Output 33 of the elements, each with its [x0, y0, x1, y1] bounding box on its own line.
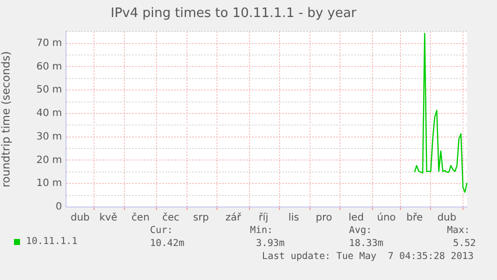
x-tick-label: úno: [377, 212, 396, 224]
x-tick-label: lis: [288, 212, 300, 224]
text: 5.52: [453, 238, 476, 250]
x-tick-label: led: [348, 212, 364, 224]
text: Cur:: [150, 225, 173, 236]
text: Avg:: [349, 225, 372, 236]
x-tick-label: zář: [226, 212, 242, 224]
text: Last update: Tue May 7 04:35:28 2013: [262, 251, 474, 262]
text: Max:: [447, 225, 470, 236]
x-tick-label: čen: [132, 212, 150, 224]
x-tick-label: pro: [316, 212, 332, 224]
text: 3.93m: [256, 238, 285, 250]
y-tick-label: 20 m: [36, 154, 62, 166]
text: 18.33m: [349, 238, 384, 250]
x-tick-label: dub: [437, 212, 456, 224]
y-axis-title: roundtrip time (seconds): [0, 51, 12, 188]
y-tick-label: 0: [56, 202, 62, 213]
x-tick-label: bře: [406, 212, 423, 224]
text: Min:: [250, 225, 273, 236]
chart-title: IPv4 ping times to 10.11.1.1 - by year: [110, 6, 358, 22]
y-tick-label: 60 m: [36, 61, 62, 72]
x-tick-label: dub: [70, 212, 90, 224]
y-tick-label: 40 m: [36, 108, 62, 120]
x-tick-label: říj: [258, 212, 268, 224]
y-tick-label: 10 m: [36, 178, 62, 190]
y-tick-label: 30 m: [36, 131, 62, 142]
text: 10.42m: [150, 238, 184, 250]
x-tick-label: srp: [193, 212, 209, 224]
x-tick-label: čec: [162, 212, 180, 224]
y-tick-label: 70 m: [36, 38, 62, 49]
y-tick-label: 50 m: [36, 84, 62, 96]
x-tick-label: kvě: [99, 212, 118, 224]
legend-label: 10.11.1.1: [26, 236, 78, 247]
